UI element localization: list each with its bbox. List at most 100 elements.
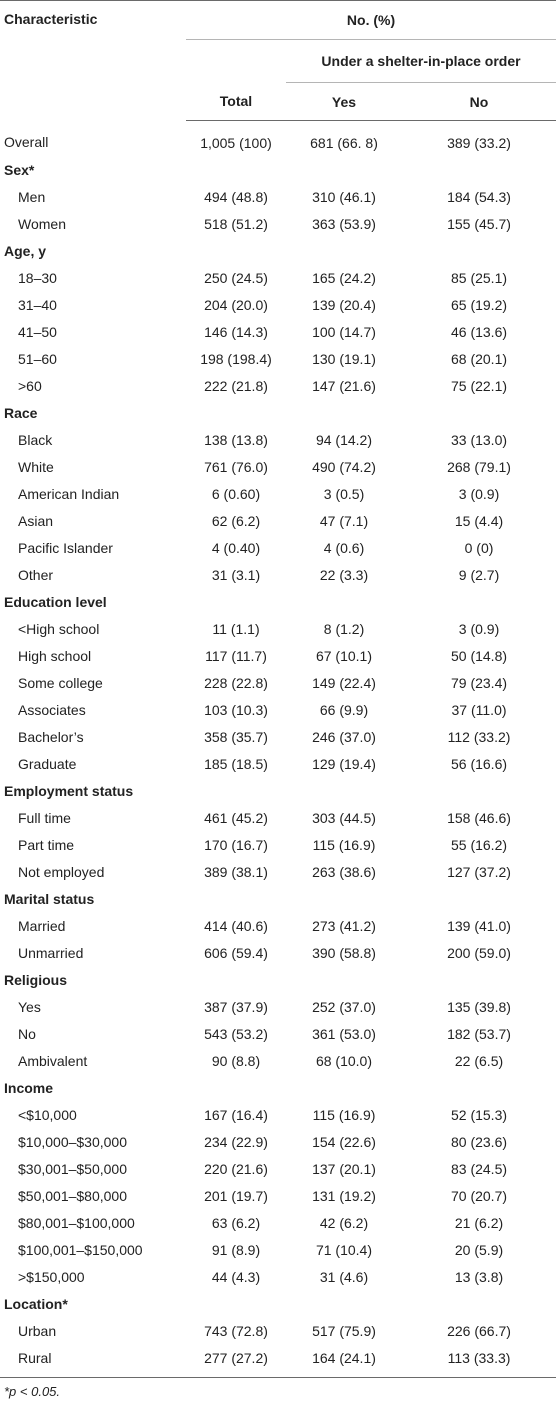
cell-yes: 22 (3.3) — [319, 566, 369, 583]
row-label: American Indian — [18, 485, 120, 502]
table-row: $30,001–$50,000 220 (21.6) 137 (20.1) 83 (2… — [0, 1155, 556, 1182]
row-label: White — [18, 458, 54, 475]
cell-total: 222 (21.8) — [204, 377, 268, 394]
row-label: >60 — [18, 377, 42, 394]
cell-yes: 4 (0.6) — [323, 539, 365, 556]
header-characteristic: Characteristic — [0, 0, 186, 121]
section-header-row: Sex* — [0, 156, 556, 183]
cell-no: 68 (20.1) — [450, 350, 508, 367]
cell-no: 55 (16.2) — [450, 836, 508, 853]
row-label: Some college — [18, 674, 103, 691]
cell-no: 9 (2.7) — [458, 566, 500, 583]
footnote: *p < 0.05. — [4, 1384, 61, 1399]
cell-total: 220 (21.6) — [204, 1160, 268, 1177]
row-label: 51–60 — [18, 350, 57, 367]
table-row: Women 518 (51.2) 363 (53.9) 155 (45.7) — [0, 210, 556, 237]
cell-total: 761 (76.0) — [204, 458, 268, 475]
table-row: 18–30 250 (24.5) 165 (24.2) 85 (25.1) — [0, 264, 556, 291]
row-label: >$150,000 — [18, 1268, 85, 1285]
cell-yes: 361 (53.0) — [312, 1025, 376, 1042]
table-row: American Indian 6 (0.60) 3 (0.5) 3 (0.9) — [0, 480, 556, 507]
cell-yes: 115 (16.9) — [312, 1106, 376, 1123]
cell-yes: 115 (16.9) — [312, 836, 376, 853]
cell-no: 70 (20.7) — [450, 1187, 508, 1204]
table-row: Overall 1,005 (100) 681 (66. 8) 389 (33.2) — [0, 121, 556, 157]
table-row: Associates 103 (10.3) 66 (9.9) 37 (11.0) — [0, 696, 556, 723]
cell-no: 112 (33.2) — [447, 728, 511, 745]
table-row: Full time 461 (45.2) 303 (44.5) 158 (46.6) — [0, 804, 556, 831]
cell-yes: 164 (24.1) — [286, 1344, 402, 1378]
cell-no: 15 (4.4) — [454, 512, 504, 529]
row-label: Full time — [18, 809, 71, 826]
demographics-table: Characteristic No. (%) Under a shelter-i… — [0, 0, 556, 1378]
table-row: Unmarried 606 (59.4) 390 (58.8) 200 (59.0) — [0, 939, 556, 966]
table-row: Bachelor’s 358 (35.7) 246 (37.0) 112 (33.2) — [0, 723, 556, 750]
row-label: Black — [18, 431, 53, 448]
cell-no: 3 (0.9) — [458, 485, 500, 502]
cell-yes: 139 (20.4) — [312, 296, 376, 313]
cell-total: 91 (8.9) — [211, 1241, 261, 1258]
table-row: Yes 387 (37.9) 252 (37.0) 135 (39.8) — [0, 993, 556, 1020]
cell-no: 46 (13.6) — [450, 323, 508, 340]
cell-total: 185 (18.5) — [204, 755, 268, 772]
cell-total: 518 (51.2) — [204, 215, 268, 232]
row-label: Women — [18, 215, 66, 232]
cell-no: 80 (23.6) — [450, 1133, 508, 1150]
cell-yes: 131 (19.2) — [312, 1187, 376, 1204]
table-row: <$10,000 167 (16.4) 115 (16.9) 52 (15.3) — [0, 1101, 556, 1128]
row-label: Asian — [18, 512, 54, 529]
table-header: Characteristic No. (%) Under a shelter-i… — [0, 0, 556, 121]
cell-total: 62 (6.2) — [211, 512, 261, 529]
row-label: $30,001–$50,000 — [18, 1160, 127, 1177]
cell-yes: 149 (22.4) — [312, 674, 376, 691]
section-label: Education level — [4, 593, 107, 610]
row-label: Urban — [18, 1322, 57, 1339]
section-label: Location* — [4, 1295, 68, 1312]
section-header-row: Age, y — [0, 237, 556, 264]
row-label: Ambivalent — [18, 1052, 88, 1069]
cell-no: 21 (6.2) — [454, 1214, 504, 1231]
cell-yes: 8 (1.2) — [323, 620, 365, 637]
cell-total: 198 (198.4) — [200, 350, 272, 367]
cell-no: 83 (24.5) — [450, 1160, 508, 1177]
cell-total: 277 (27.2) — [186, 1344, 286, 1378]
cell-total: 201 (19.7) — [204, 1187, 268, 1204]
cell-no: 127 (37.2) — [447, 863, 511, 880]
cell-total: 4 (0.40) — [211, 539, 261, 556]
table-row: >$150,000 44 (4.3) 31 (4.6) 13 (3.8) — [0, 1263, 556, 1290]
cell-yes: 129 (19.4) — [312, 755, 376, 772]
cell-total: 743 (72.8) — [204, 1322, 268, 1339]
cell-no: 0 (0) — [464, 539, 494, 556]
table-row: 41–50 146 (14.3) 100 (14.7) 46 (13.6) — [0, 318, 556, 345]
row-label: Rural — [0, 1344, 186, 1378]
table-row: 31–40 204 (20.0) 139 (20.4) 65 (19.2) — [0, 291, 556, 318]
cell-no: 50 (14.8) — [450, 647, 508, 664]
row-label: Yes — [18, 998, 41, 1015]
cell-yes: 137 (20.1) — [312, 1160, 376, 1177]
cell-yes: 94 (14.2) — [315, 431, 373, 448]
row-label: <High school — [18, 620, 100, 637]
cell-total: 387 (37.9) — [204, 998, 268, 1015]
section-header-row: Education level — [0, 588, 556, 615]
cell-total: 167 (16.4) — [204, 1106, 268, 1123]
section-label: Employment status — [4, 782, 134, 799]
row-label: Married — [18, 917, 66, 934]
cell-yes: 67 (10.1) — [315, 647, 373, 664]
cell-no: 3 (0.9) — [458, 620, 500, 637]
row-label: 41–50 — [18, 323, 57, 340]
row-label: Overall — [4, 134, 49, 151]
cell-total: 414 (40.6) — [204, 917, 268, 934]
table-row: Black 138 (13.8) 94 (14.2) 33 (13.0) — [0, 426, 556, 453]
table-row: Urban 743 (72.8) 517 (75.9) 226 (66.7) — [0, 1317, 556, 1344]
section-header-row: Location* — [0, 1290, 556, 1317]
section-header-row: Religious — [0, 966, 556, 993]
section-label: Religious — [4, 971, 68, 988]
table-row: No 543 (53.2) 361 (53.0) 182 (53.7) — [0, 1020, 556, 1047]
cell-yes: 363 (53.9) — [312, 215, 376, 232]
cell-total: 543 (53.2) — [204, 1025, 268, 1042]
cell-total: 6 (0.60) — [211, 485, 261, 502]
table-row: Ambivalent 90 (8.8) 68 (10.0) 22 (6.5) — [0, 1047, 556, 1074]
table-row: $100,001–$150,000 91 (8.9) 71 (10.4) 20 (5.… — [0, 1236, 556, 1263]
cell-total: 31 (3.1) — [211, 566, 261, 583]
